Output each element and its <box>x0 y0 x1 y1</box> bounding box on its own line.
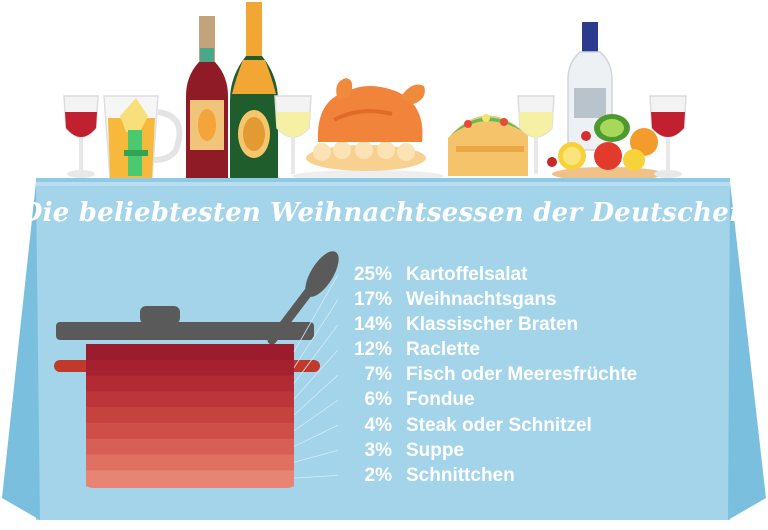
legend-item: 17% Weihnachtsgans <box>340 287 740 312</box>
legend-item: 2% Schnittchen <box>340 463 740 488</box>
taco-icon <box>448 114 528 176</box>
pot-slice <box>86 391 294 408</box>
champagne-bottle-icon <box>230 2 278 180</box>
legend-item: 25% Kartoffelsalat <box>340 262 740 287</box>
fruit-platter-icon <box>547 114 664 181</box>
category-label: Kartoffelsalat <box>406 264 528 285</box>
value-label: 14% <box>353 314 392 336</box>
pot-slice <box>86 375 294 392</box>
leader-lines <box>293 274 339 479</box>
legend-item: 7% Fisch oder Meeresfrüchte <box>340 362 740 387</box>
category-label: Fisch oder Meeresfrüchte <box>406 364 638 386</box>
value-label: 4% <box>364 414 392 436</box>
wine-bottle-icon <box>186 16 228 180</box>
pot-body <box>86 344 294 488</box>
category-label: Suppe <box>406 439 465 461</box>
pot-slice <box>86 407 294 424</box>
value-label: 12% <box>353 339 392 361</box>
value-label: 2% <box>364 464 392 486</box>
value-label: 17% <box>353 289 392 311</box>
value-label: 25% <box>353 264 392 285</box>
leader-line <box>293 399 339 432</box>
pot-slice <box>86 422 294 440</box>
leader-line <box>293 449 339 463</box>
category-label: Fondue <box>406 389 475 411</box>
legend-item: 4% Steak oder Schnitzel <box>340 413 740 438</box>
pot-slice <box>86 359 294 377</box>
roast-chicken-icon <box>292 78 444 182</box>
category-label: Raclette <box>406 339 480 361</box>
legend-item: 14% Klassischer Braten <box>340 312 740 337</box>
wine-glass-icon <box>63 95 99 178</box>
leader-line <box>293 324 339 384</box>
wine-glass-icon <box>517 95 555 174</box>
value-label: 3% <box>364 439 392 461</box>
legend: 25% Kartoffelsalat 17% Weihnachtsgans 14% Kla… <box>340 262 740 488</box>
category-label: Steak oder Schnitzel <box>406 414 592 436</box>
pot-slice <box>86 454 294 471</box>
table-items <box>63 2 687 182</box>
leader-line <box>293 374 339 416</box>
category-label: Weihnachtsgans <box>406 289 557 311</box>
leader-line <box>293 299 339 368</box>
cooking-pot-icon <box>54 251 339 488</box>
leader-line <box>293 424 339 447</box>
wine-glass-icon <box>649 95 687 178</box>
legend-item: 12% Raclette <box>340 337 740 362</box>
category-label: Klassischer Braten <box>406 314 579 336</box>
pot-bottom <box>86 478 294 488</box>
juice-pitcher-icon <box>103 95 183 179</box>
leader-line <box>293 474 339 479</box>
leader-line <box>293 274 339 353</box>
pot-slice <box>86 344 294 361</box>
value-label: 7% <box>364 364 392 386</box>
wine-glass-icon <box>274 95 312 174</box>
chart-title: Die beliebtesten Weihnachtsessen der Deu… <box>19 198 749 228</box>
legend-item: 6% Fondue <box>340 387 740 412</box>
category-label: Schnittchen <box>406 464 515 486</box>
legend-item: 3% Suppe <box>340 438 740 463</box>
value-label: 6% <box>364 389 392 411</box>
pot-slice <box>86 438 294 456</box>
leader-line <box>293 349 339 400</box>
